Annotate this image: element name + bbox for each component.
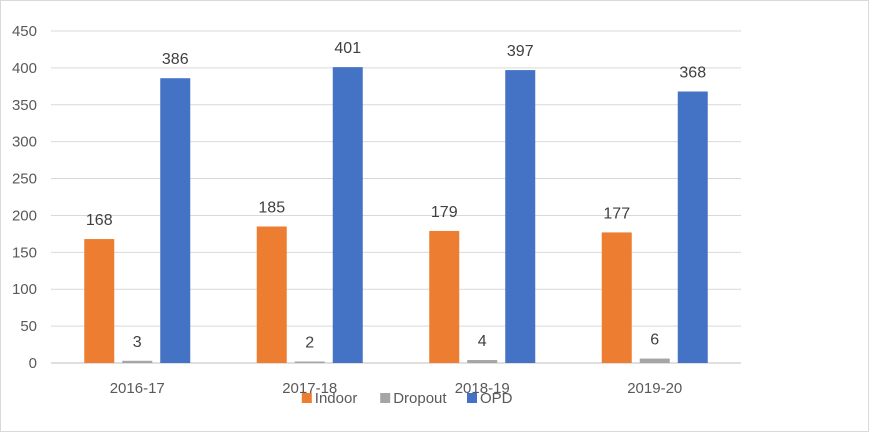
- data-label-dropout-2017-18: 2: [305, 335, 314, 352]
- bar-opd-2019-20: [677, 91, 708, 364]
- x-tick-label: 2019-20: [627, 380, 682, 397]
- bar-dropout-2016-17: [122, 360, 153, 363]
- data-label-dropout-2019-20: 6: [650, 332, 659, 349]
- data-label-dropout-2018-19: 4: [478, 333, 487, 350]
- data-label-indoor-2017-18: 185: [258, 200, 285, 217]
- y-tick-label: 300: [12, 134, 37, 151]
- legend-swatch-opd: [467, 393, 477, 403]
- y-tick-label: 250: [12, 171, 37, 188]
- y-tick-label: 400: [12, 60, 37, 77]
- x-tick-label: 2016-17: [110, 380, 165, 397]
- legend-swatch-indoor: [301, 393, 312, 403]
- legend-label-dropout: Dropout: [393, 390, 447, 407]
- data-labels: 168 3 386 185 2 401 179 4 397 177 6 368: [86, 40, 706, 351]
- data-label-opd-2017-18: 401: [334, 40, 361, 57]
- bar-dropout-2017-18: [294, 361, 325, 363]
- y-tick-label: 50: [20, 318, 37, 335]
- bar-indoor-2017-18: [256, 226, 287, 363]
- y-tick-label: 100: [12, 281, 37, 298]
- data-label-indoor-2019-20: 177: [603, 205, 630, 222]
- bar-dropout-2019-20: [639, 358, 670, 363]
- x-tick-label: 2018-19: [455, 380, 510, 397]
- data-label-opd-2019-20: 368: [679, 64, 706, 81]
- y-tick-label: 150: [12, 244, 37, 261]
- y-tick-label: 200: [12, 207, 37, 224]
- data-label-dropout-2016-17: 3: [133, 334, 142, 351]
- legend-item-opd: OPD: [467, 390, 513, 407]
- bar-opd-2017-18: [332, 67, 363, 363]
- bars: [84, 67, 708, 364]
- legend-label-indoor: Indoor: [315, 390, 358, 407]
- x-tick-label: 2017-18: [282, 380, 337, 397]
- legend: Indoor Dropout OPD: [301, 390, 513, 407]
- data-label-opd-2018-19: 397: [507, 43, 534, 60]
- y-tick-label: 350: [12, 97, 37, 114]
- data-label-indoor-2016-17: 168: [86, 212, 113, 229]
- y-tick-label: 450: [12, 23, 37, 40]
- legend-item-indoor: Indoor: [301, 390, 358, 407]
- bar-dropout-2018-19: [467, 360, 498, 363]
- bar-indoor-2019-20: [601, 232, 632, 363]
- data-label-opd-2016-17: 386: [162, 51, 189, 68]
- y-tick-label: 0: [29, 355, 37, 372]
- bar-opd-2016-17: [160, 78, 191, 364]
- legend-label-opd: OPD: [480, 390, 513, 407]
- bar-opd-2018-19: [505, 70, 536, 363]
- data-label-indoor-2018-19: 179: [431, 204, 458, 221]
- bar-indoor-2018-19: [429, 230, 460, 363]
- legend-swatch-dropout: [380, 393, 391, 403]
- legend-item-dropout: Dropout: [380, 390, 447, 407]
- gridlines: [51, 30, 741, 327]
- bar-indoor-2016-17: [84, 239, 115, 363]
